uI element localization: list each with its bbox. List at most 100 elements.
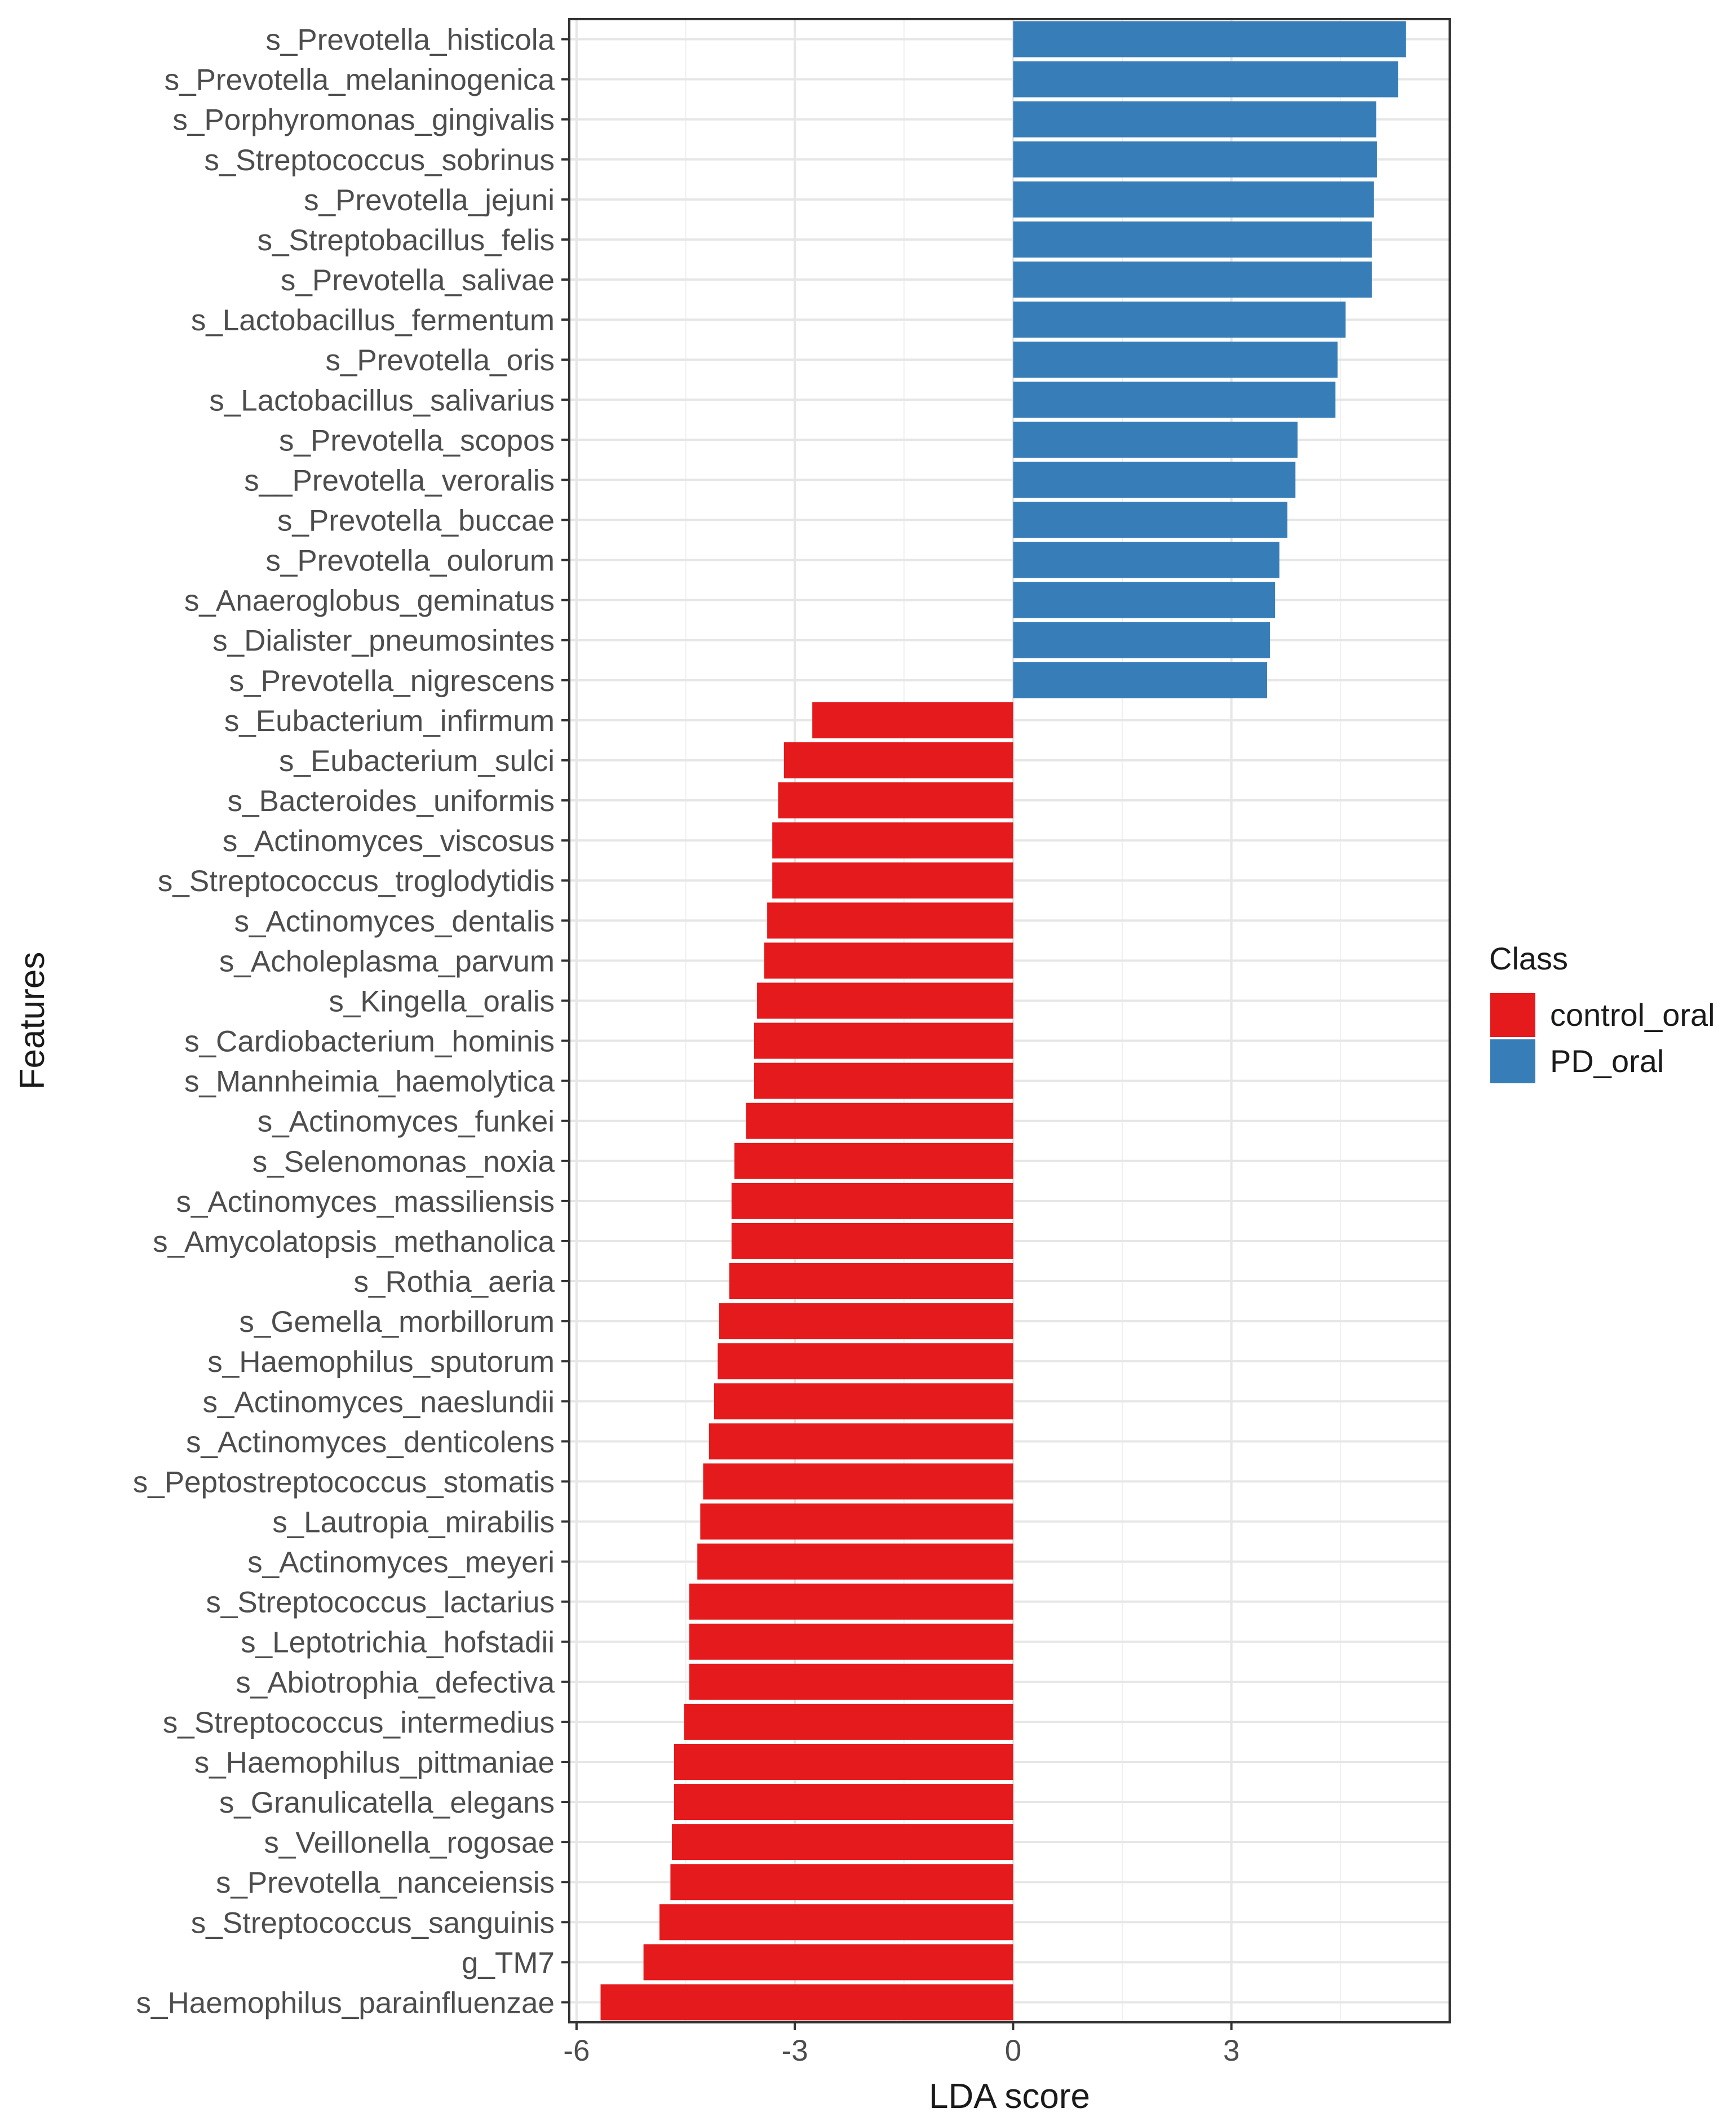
bar-s-streptococcus-intermedius bbox=[684, 1703, 1013, 1740]
bar-s-actinomyces-meyeri bbox=[697, 1543, 1013, 1580]
y-tick-label: s_Prevotella_scopos bbox=[279, 424, 555, 457]
y-tick-label: s_Actinomyces_naeslundii bbox=[202, 1385, 555, 1419]
y-tick-label: s_Mannheimia_haemolytica bbox=[184, 1065, 555, 1099]
y-tick-label: s_Selenomonas_noxia bbox=[253, 1145, 555, 1179]
y-tick-label: s_Prevotella_histicola bbox=[265, 24, 555, 57]
bar-s-selenomonas-noxia bbox=[734, 1142, 1013, 1179]
bar-s-veillonella-rogosae bbox=[672, 1824, 1013, 1861]
y-tick-label: s_Prevotella_nigrescens bbox=[229, 665, 555, 698]
y-tick-label: s_Veillonella_rogosae bbox=[264, 1826, 555, 1859]
y-tick-label: s__Prevotella_veroralis bbox=[244, 464, 555, 497]
bars bbox=[600, 21, 1406, 2021]
y-tick-label: s_Dialister_pneumosintes bbox=[212, 625, 555, 658]
y-tick-label: s_Actinomyces_dentalis bbox=[234, 905, 555, 938]
bar-s-actinomyces-massiliensis bbox=[731, 1182, 1013, 1219]
y-tick-label: s_Eubacterium_infirmum bbox=[224, 705, 555, 738]
bar-s-lactobacillus-salivarius bbox=[1013, 382, 1336, 418]
bar-s-prevotella-melaninogenica bbox=[1013, 61, 1398, 98]
y-tick-label: s_Prevotella_buccae bbox=[277, 504, 555, 538]
y-tick-label: s_Rothia_aeria bbox=[353, 1265, 555, 1299]
legend-label-pd-oral: PD_oral bbox=[1550, 1043, 1664, 1079]
bar-s-amycolatopsis-methanolica bbox=[731, 1223, 1013, 1259]
x-axis-title: LDA score bbox=[929, 2077, 1090, 2116]
y-tick-label: s_Streptococcus_sanguinis bbox=[191, 1906, 555, 1939]
y-tick-label: s_Actinomyces_denticolens bbox=[186, 1425, 555, 1459]
x-tick-label: 3 bbox=[1223, 2034, 1239, 2067]
y-tick-label: s_Actinomyces_funkei bbox=[258, 1105, 555, 1139]
bar-s-actinomyces-dentalis bbox=[767, 902, 1013, 939]
bar-s-streptococcus-troglodytidis bbox=[772, 862, 1013, 899]
bar-s-prevotella-scopos bbox=[1013, 422, 1298, 458]
bar-s-streptobacillus-felis bbox=[1013, 221, 1372, 258]
y-tick-label: s_Granulicatella_elegans bbox=[219, 1786, 555, 1819]
bar-s--prevotella-veroralis bbox=[1013, 462, 1296, 498]
bar-s-leptotrichia-hofstadii bbox=[689, 1623, 1013, 1660]
bar-s-bacteroides-uniformis bbox=[778, 782, 1013, 819]
plot-panel-border bbox=[568, 18, 1451, 2023]
legend-label-control-oral: control_oral bbox=[1550, 997, 1715, 1033]
y-tick-label: g_TM7 bbox=[462, 1946, 555, 1979]
y-tick-label: s_Gemella_morbillorum bbox=[239, 1305, 555, 1339]
x-tick-label: 0 bbox=[1005, 2034, 1021, 2067]
bar-s-dialister-pneumosintes bbox=[1013, 622, 1270, 658]
bar-s-prevotella-salivae bbox=[1013, 262, 1372, 298]
x-tick-label: -3 bbox=[782, 2034, 808, 2067]
y-tick-label: s_Amycolatopsis_methanolica bbox=[153, 1225, 555, 1259]
y-tick-label: s_Prevotella_melaninogenica bbox=[165, 64, 555, 97]
y-tick-label: s_Eubacterium_sulci bbox=[279, 745, 555, 778]
y-tick-label: s_Peptostreptococcus_stomatis bbox=[133, 1465, 555, 1499]
bar-s-streptococcus-sanguinis bbox=[659, 1904, 1013, 1941]
y-tick-label: s_Cardiobacterium_hominis bbox=[184, 1025, 555, 1058]
bar-s-prevotella-oris bbox=[1013, 342, 1338, 378]
bar-s-streptococcus-sobrinus bbox=[1013, 141, 1377, 178]
y-tick-label: s_Prevotella_salivae bbox=[281, 264, 555, 297]
y-tick-label: s_Haemophilus_parainfluenzae bbox=[136, 1986, 555, 2019]
y-tick-label: s_Actinomyces_meyeri bbox=[247, 1546, 555, 1579]
bar-s-prevotella-histicola bbox=[1013, 21, 1406, 57]
y-tick-label: s_Actinomyces_viscosus bbox=[223, 825, 555, 858]
bar-s-streptococcus-lactarius bbox=[689, 1583, 1013, 1620]
bar-s-actinomyces-naeslundii bbox=[714, 1383, 1013, 1420]
bar-s-anaeroglobus-geminatus bbox=[1013, 582, 1276, 618]
y-tick-label: s_Leptotrichia_hofstadii bbox=[241, 1626, 555, 1659]
y-tick-label: s_Prevotella_oulorum bbox=[265, 544, 555, 578]
bar-s-prevotella-oulorum bbox=[1013, 542, 1279, 578]
y-tick-label: s_Actinomyces_massiliensis bbox=[176, 1185, 555, 1219]
bar-s-actinomyces-viscosus bbox=[772, 822, 1013, 859]
y-tick-label: s_Haemophilus_pittmaniae bbox=[194, 1746, 555, 1779]
y-tick-label: s_Lautropia_mirabilis bbox=[272, 1506, 555, 1539]
bar-s-haemophilus-pittmaniae bbox=[674, 1743, 1013, 1780]
bar-s-cardiobacterium-hominis bbox=[754, 1022, 1013, 1059]
bar-s-peptostreptococcus-stomatis bbox=[703, 1463, 1013, 1500]
y-tick-label: s_Abiotrophia_defectiva bbox=[236, 1666, 555, 1699]
bar-s-abiotrophia-defectiva bbox=[689, 1663, 1013, 1700]
y-axis: s_Prevotella_histicola s_Prevotella_melan… bbox=[133, 24, 569, 2019]
bar-s-prevotella-jejuni bbox=[1013, 181, 1374, 218]
bar-g-tm7 bbox=[643, 1944, 1013, 1981]
y-tick-label: s_Kingella_oralis bbox=[329, 985, 555, 1018]
legend-key-pd-oral bbox=[1488, 1037, 1538, 1086]
y-tick-label: s_Anaeroglobus_geminatus bbox=[184, 584, 555, 618]
y-tick-label: s_Streptobacillus_felis bbox=[258, 224, 555, 257]
y-tick-label: s_Prevotella_nanceiensis bbox=[216, 1866, 555, 1899]
y-tick-label: s_Streptococcus_troglodytidis bbox=[158, 865, 555, 898]
bar-s-mannheimia-haemolytica bbox=[754, 1062, 1013, 1099]
bar-s-eubacterium-infirmum bbox=[812, 702, 1013, 738]
y-tick-label: s_Bacteroides_uniformis bbox=[228, 785, 555, 818]
bar-s-prevotella-nigrescens bbox=[1013, 662, 1267, 698]
y-axis-title: Features bbox=[13, 952, 52, 1090]
x-tick-label: -6 bbox=[563, 2034, 590, 2067]
y-tick-label: s_Prevotella_jejuni bbox=[304, 184, 555, 217]
legend-title: Class bbox=[1489, 941, 1568, 976]
bar-s-prevotella-buccae bbox=[1013, 502, 1288, 538]
y-tick-label: s_Streptococcus_intermedius bbox=[163, 1706, 555, 1739]
bar-s-actinomyces-denticolens bbox=[708, 1423, 1013, 1460]
x-axis: -6 -3 0 3 bbox=[563, 2022, 1239, 2067]
y-tick-label: s_Streptococcus_sobrinus bbox=[204, 144, 555, 177]
bar-s-haemophilus-sputorum bbox=[718, 1343, 1013, 1380]
bar-s-eubacterium-sulci bbox=[783, 742, 1013, 778]
bar-s-gemella-morbillorum bbox=[719, 1303, 1013, 1340]
bar-s-acholeplasma-parvum bbox=[764, 942, 1013, 979]
bar-s-actinomyces-funkei bbox=[746, 1102, 1013, 1139]
bar-s-kingella-oralis bbox=[757, 982, 1013, 1019]
